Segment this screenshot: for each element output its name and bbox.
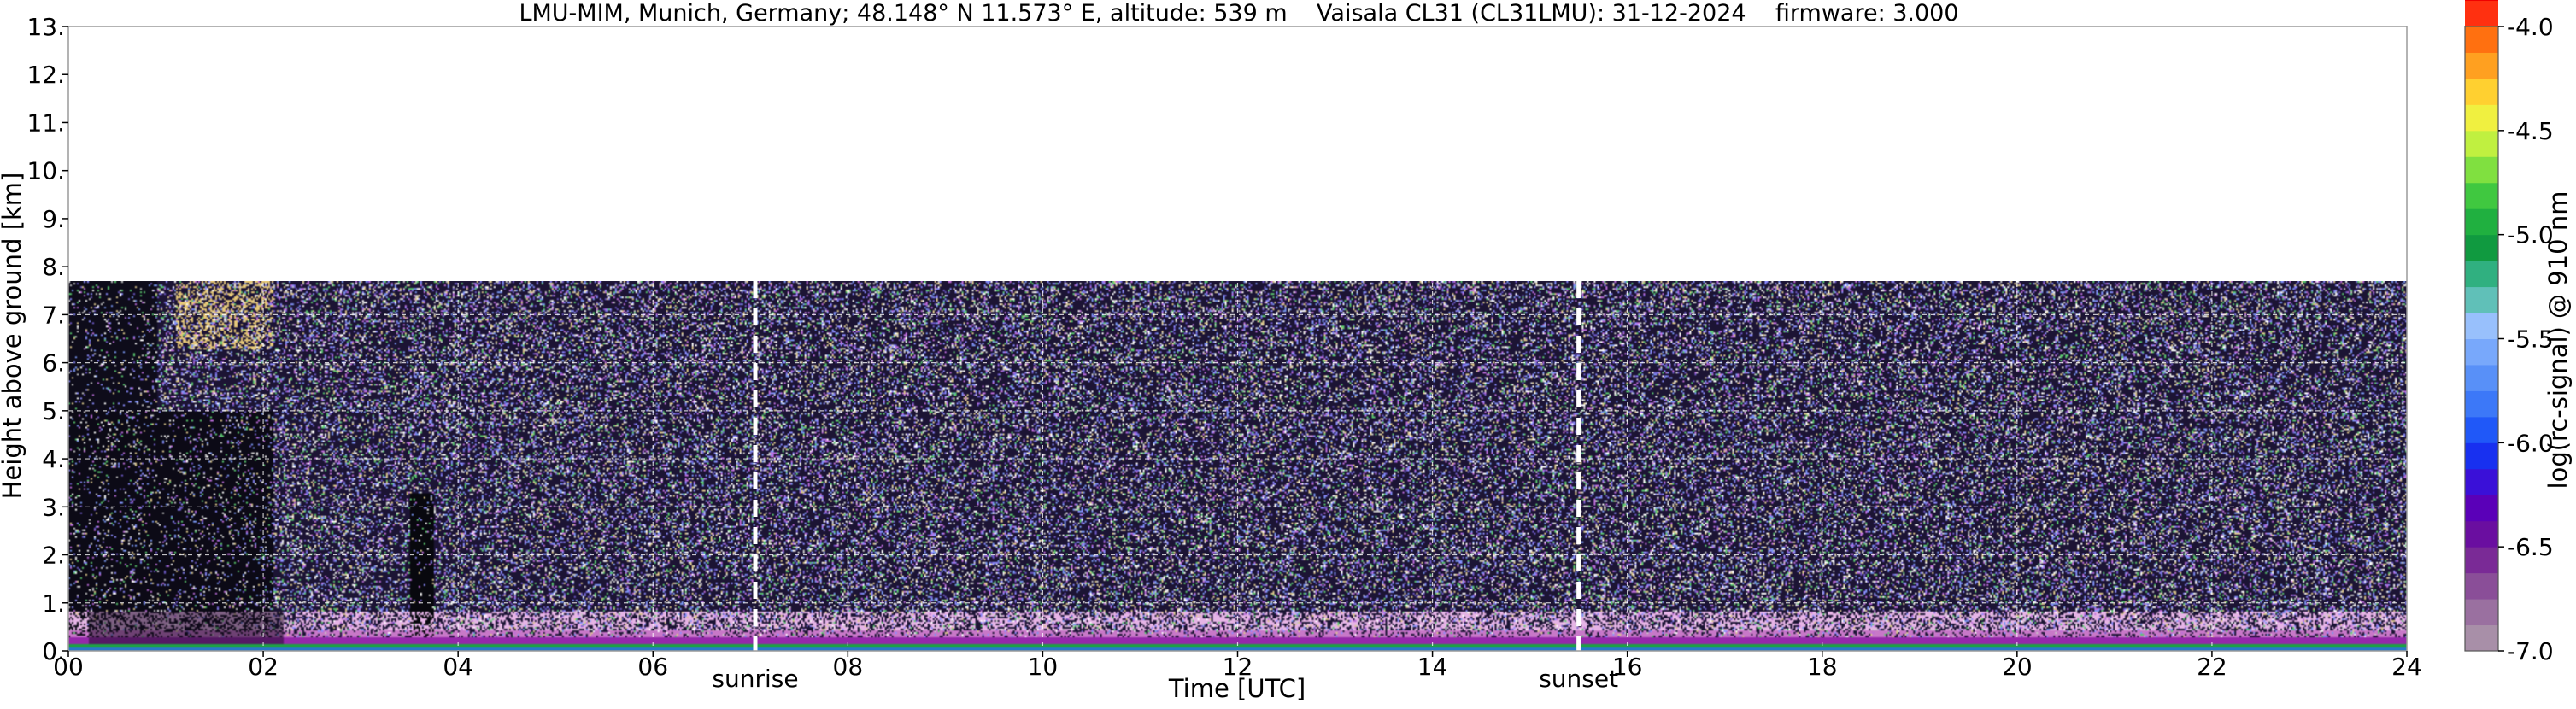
colorbar-tick-label: -4.0 <box>2507 13 2554 41</box>
y-axis-label: Height above ground [km] <box>0 173 26 500</box>
colorbar-segment <box>2465 261 2498 288</box>
colorbar-segment <box>2465 104 2498 132</box>
x-tick-label: 04 <box>443 653 473 681</box>
colorbar-segment <box>2465 156 2498 184</box>
colorbar-tick-label: -7.0 <box>2507 637 2554 665</box>
y-tick-label: 11. <box>26 108 65 137</box>
chart-title: LMU-MIM, Munich, Germany; 48.148° N 11.5… <box>519 0 1958 26</box>
colorbar-label: log(rc-signal) @ 910 nm <box>2544 191 2573 489</box>
colorbar-tick-label: -5.0 <box>2507 221 2554 249</box>
x-tick-label: 06 <box>637 653 668 681</box>
colorbar-segment <box>2465 182 2498 209</box>
y-tick-label: 10. <box>26 157 65 185</box>
x-tick-label: 08 <box>833 653 864 681</box>
x-tick-label: 20 <box>2002 653 2033 681</box>
y-tick-label: 8. <box>42 253 65 281</box>
y-tick-label: 12. <box>26 61 65 89</box>
x-tick-label: 14 <box>1417 653 1448 681</box>
x-tick-label: 16 <box>1612 653 1643 681</box>
colorbar-segment <box>2465 599 2498 626</box>
y-tick-label: 13. <box>26 13 65 41</box>
colorbar-segment <box>2465 52 2498 79</box>
colorbar-tick-label: -4.5 <box>2507 117 2554 145</box>
marker-label-sunrise: sunrise <box>712 665 798 693</box>
y-tick-label: 4. <box>42 445 65 473</box>
y-tick-label: 9. <box>42 205 65 233</box>
y-tick-label: 3. <box>42 493 65 521</box>
colorbar-segment <box>2465 468 2498 495</box>
colorbar-segment <box>2465 520 2498 548</box>
x-tick-label: 12 <box>1223 653 1253 681</box>
x-tick-label: 10 <box>1028 653 1059 681</box>
colorbar-tick-label: -5.5 <box>2507 325 2554 354</box>
y-tick-label: 5. <box>42 397 65 425</box>
colorbar-segment <box>2465 234 2498 261</box>
y-tick-label: 6. <box>42 349 65 378</box>
y-tick-label: 1. <box>42 589 65 618</box>
x-tick-label: 00 <box>53 653 84 681</box>
x-tick-label: 02 <box>248 653 279 681</box>
colorbar-segment <box>2465 286 2498 313</box>
colorbar-segment <box>2465 390 2498 418</box>
y-tick-label: 7. <box>42 301 65 329</box>
colorbar-segment <box>2465 0 2498 2</box>
colorbar-segment <box>2465 78 2498 105</box>
x-tick-label: 18 <box>1807 653 1838 681</box>
y-tick-label: 2. <box>42 542 65 570</box>
colorbar-segment <box>2465 416 2498 443</box>
colorbar-segment <box>2465 0 2498 27</box>
colorbar-segment <box>2465 364 2498 391</box>
colorbar-segment <box>2465 313 2498 339</box>
colorbar-tick-label: -6.5 <box>2507 533 2554 561</box>
colorbar-segment <box>2465 572 2498 600</box>
colorbar-tick-label: -6.0 <box>2507 429 2554 457</box>
colorbar-segment <box>2465 208 2498 236</box>
colorbar-segment <box>2465 442 2498 470</box>
x-axis-label: Time [UTC] <box>1168 674 1306 703</box>
colorbar-segment <box>2465 495 2498 522</box>
y-tick-label: 0. <box>42 637 65 665</box>
marker-label-sunset: sunset <box>1539 665 1618 693</box>
colorbar-segment <box>2465 624 2498 652</box>
colorbar-segment <box>2465 338 2498 366</box>
x-tick-label: 22 <box>2197 653 2227 681</box>
colorbar-segment <box>2465 26 2498 53</box>
x-tick-label: 24 <box>2391 653 2422 681</box>
colorbar-segment <box>2465 130 2498 157</box>
colorbar-segment <box>2465 547 2498 574</box>
